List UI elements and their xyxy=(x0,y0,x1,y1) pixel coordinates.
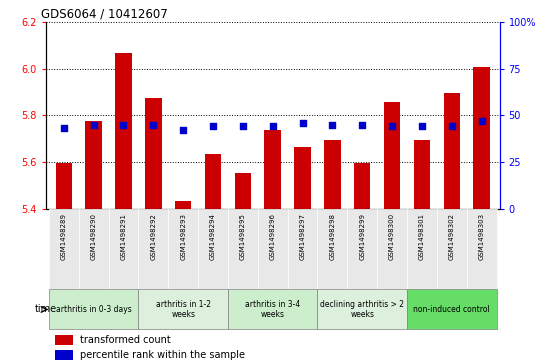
Bar xyxy=(138,289,228,330)
Bar xyxy=(294,147,310,209)
Bar xyxy=(228,209,258,289)
Bar xyxy=(168,209,198,289)
Text: non-induced control: non-induced control xyxy=(414,305,490,314)
Text: GSM1498290: GSM1498290 xyxy=(91,213,97,260)
Bar xyxy=(288,209,318,289)
Point xyxy=(358,122,367,127)
Bar xyxy=(258,209,288,289)
Bar xyxy=(324,140,341,209)
Text: GSM1498302: GSM1498302 xyxy=(449,213,455,260)
Bar xyxy=(443,93,460,209)
Text: GSM1498292: GSM1498292 xyxy=(150,213,157,260)
Point xyxy=(119,122,128,127)
Text: declining arthritis > 2
weeks: declining arthritis > 2 weeks xyxy=(320,300,404,319)
Text: GSM1498301: GSM1498301 xyxy=(419,213,425,260)
Bar xyxy=(55,335,73,345)
Bar xyxy=(414,140,430,209)
Text: GSM1498298: GSM1498298 xyxy=(329,213,335,260)
Point xyxy=(448,123,456,129)
Text: GSM1498289: GSM1498289 xyxy=(61,213,67,260)
Bar xyxy=(437,209,467,289)
Bar xyxy=(55,350,73,360)
Bar xyxy=(354,163,370,209)
Bar xyxy=(384,102,400,209)
Bar xyxy=(79,209,109,289)
Bar xyxy=(407,209,437,289)
Bar xyxy=(474,68,490,209)
Point xyxy=(388,123,396,129)
Bar xyxy=(138,209,168,289)
Bar xyxy=(235,172,251,209)
Bar xyxy=(347,209,377,289)
Bar xyxy=(318,289,407,330)
Text: percentile rank within the sample: percentile rank within the sample xyxy=(80,350,245,360)
Bar xyxy=(49,209,79,289)
Point xyxy=(477,118,486,124)
Text: GSM1498291: GSM1498291 xyxy=(120,213,126,260)
Bar xyxy=(265,130,281,209)
Text: arthritis in 0-3 days: arthritis in 0-3 days xyxy=(56,305,132,314)
Point xyxy=(328,122,337,127)
Point xyxy=(268,123,277,129)
Bar xyxy=(228,289,318,330)
Bar xyxy=(109,209,138,289)
Text: transformed count: transformed count xyxy=(80,335,171,345)
Text: GDS6064 / 10412607: GDS6064 / 10412607 xyxy=(42,8,168,21)
Text: time: time xyxy=(35,305,57,314)
Bar xyxy=(145,98,161,209)
Text: GSM1498299: GSM1498299 xyxy=(359,213,365,260)
Point xyxy=(208,123,217,129)
Text: GSM1498293: GSM1498293 xyxy=(180,213,186,260)
Bar xyxy=(198,209,228,289)
Bar xyxy=(205,154,221,209)
Point xyxy=(179,127,187,133)
Bar xyxy=(467,209,496,289)
Bar xyxy=(407,289,496,330)
Text: arthritis in 1-2
weeks: arthritis in 1-2 weeks xyxy=(156,300,211,319)
Text: GSM1498297: GSM1498297 xyxy=(300,213,306,260)
Bar xyxy=(85,121,102,209)
Bar xyxy=(56,163,72,209)
Text: arthritis in 3-4
weeks: arthritis in 3-4 weeks xyxy=(245,300,300,319)
Bar xyxy=(175,200,191,209)
Bar xyxy=(377,209,407,289)
Text: GSM1498294: GSM1498294 xyxy=(210,213,216,260)
Bar xyxy=(115,53,132,209)
Bar xyxy=(49,289,138,330)
Point xyxy=(149,122,158,127)
Text: GSM1498300: GSM1498300 xyxy=(389,213,395,260)
Point xyxy=(59,126,68,131)
Text: GSM1498295: GSM1498295 xyxy=(240,213,246,260)
Point xyxy=(239,123,247,129)
Bar xyxy=(318,209,347,289)
Text: GSM1498296: GSM1498296 xyxy=(269,213,276,260)
Text: GSM1498303: GSM1498303 xyxy=(478,213,484,260)
Point xyxy=(298,120,307,126)
Point xyxy=(417,123,426,129)
Point xyxy=(89,122,98,127)
